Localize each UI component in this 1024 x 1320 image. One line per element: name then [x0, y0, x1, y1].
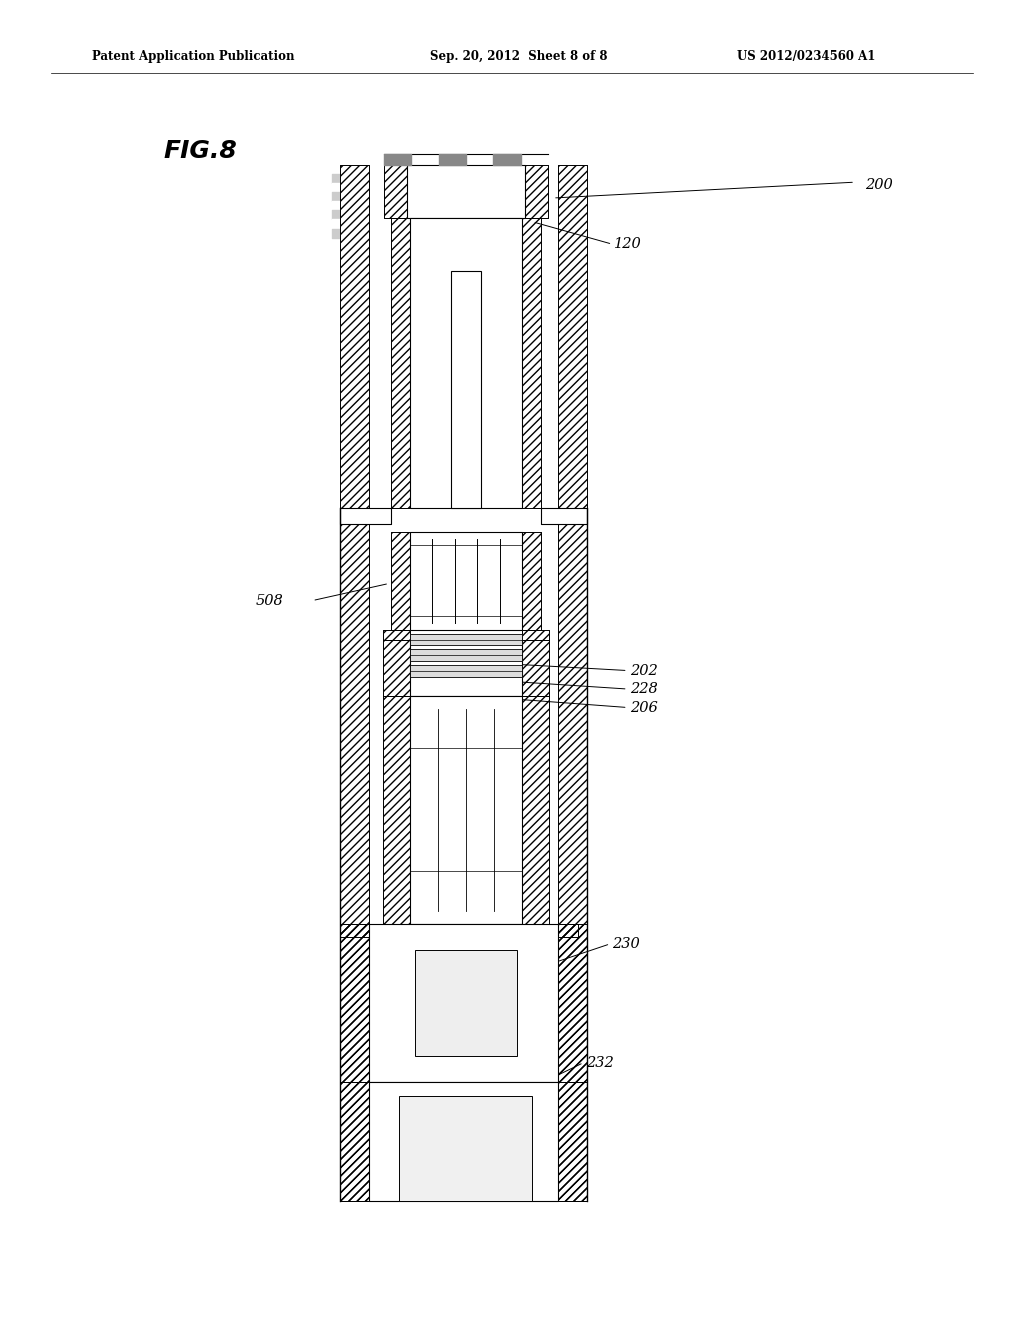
Bar [407, 165, 525, 218]
Bar [383, 630, 410, 640]
Bar [369, 924, 558, 1082]
Bar [384, 165, 407, 218]
Text: 202: 202 [630, 664, 657, 677]
Bar [340, 1082, 369, 1201]
Bar [415, 950, 517, 1056]
Bar [384, 165, 407, 218]
Bar [340, 1082, 369, 1201]
Bar [410, 649, 522, 661]
Text: 228: 228 [630, 682, 657, 696]
Bar [410, 634, 522, 645]
Bar [340, 165, 369, 1201]
Bar [451, 271, 481, 508]
Bar [383, 696, 410, 924]
Bar [522, 532, 541, 630]
Bar [391, 532, 410, 630]
Bar [435, 271, 451, 508]
Bar [541, 508, 551, 524]
Bar [558, 924, 587, 1082]
Bar [410, 696, 522, 924]
Bar [541, 508, 551, 524]
Bar [340, 924, 369, 1082]
Text: FIG.8: FIG.8 [164, 139, 238, 162]
Bar [340, 165, 369, 1201]
Bar [525, 165, 548, 218]
Text: 200: 200 [865, 178, 893, 193]
Text: Sep. 20, 2012  Sheet 8 of 8: Sep. 20, 2012 Sheet 8 of 8 [430, 50, 607, 63]
Bar [340, 924, 383, 937]
Text: US 2012/0234560 A1: US 2012/0234560 A1 [737, 50, 876, 63]
Bar [522, 640, 549, 696]
Bar [381, 508, 391, 524]
Bar [558, 924, 587, 1082]
Bar [522, 640, 549, 696]
Bar [369, 1082, 558, 1201]
Bar [558, 924, 578, 937]
Text: 230: 230 [612, 937, 640, 950]
Bar [383, 696, 410, 924]
Bar [410, 218, 522, 508]
Bar [381, 508, 391, 524]
Bar [522, 218, 541, 508]
Bar [558, 924, 578, 937]
Bar [481, 271, 497, 508]
Bar [522, 532, 541, 630]
Bar [383, 630, 410, 640]
Text: 508: 508 [256, 594, 284, 607]
Bar [481, 271, 497, 508]
Bar [383, 640, 410, 696]
Bar [541, 508, 587, 524]
Bar [410, 640, 522, 696]
Bar [399, 1096, 532, 1201]
Text: 232: 232 [586, 1056, 613, 1069]
Bar [522, 696, 549, 924]
Bar [558, 1082, 587, 1201]
Bar [522, 218, 541, 508]
Text: 120: 120 [614, 238, 642, 251]
Bar [522, 630, 549, 640]
Bar [391, 218, 410, 508]
Bar [340, 924, 369, 1082]
Bar [391, 218, 410, 508]
Text: 206: 206 [630, 701, 657, 714]
Bar [410, 665, 522, 677]
Bar [525, 165, 548, 218]
Bar [522, 630, 549, 640]
Bar [340, 508, 391, 524]
Bar [558, 1082, 587, 1201]
Bar [558, 165, 587, 1201]
Bar [435, 271, 451, 508]
Bar [410, 532, 522, 630]
Bar [558, 165, 587, 1201]
Bar [340, 924, 383, 937]
Bar [391, 532, 410, 630]
Bar [383, 640, 410, 696]
Bar [522, 696, 549, 924]
Text: Patent Application Publication: Patent Application Publication [92, 50, 295, 63]
